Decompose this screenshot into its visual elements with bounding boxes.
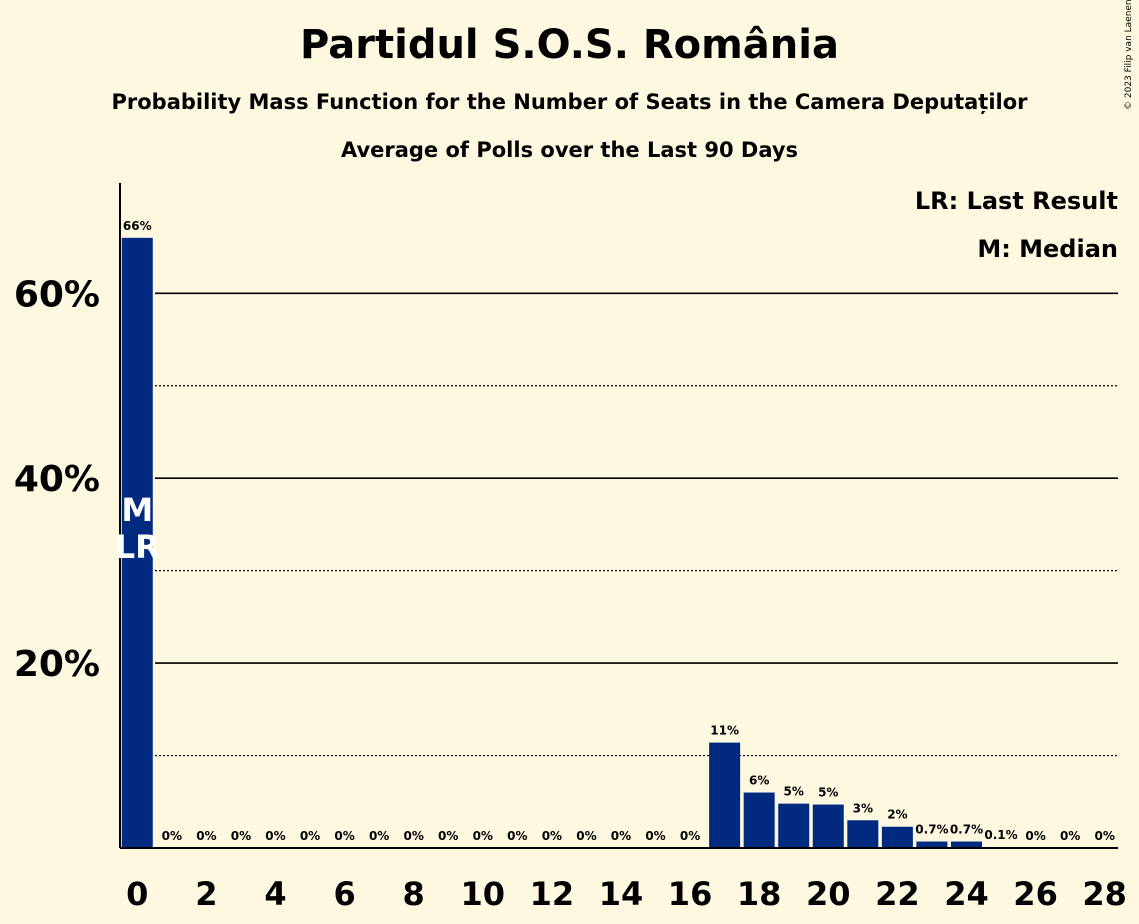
data-label: 2% bbox=[887, 808, 907, 822]
bar-seat-20 bbox=[812, 804, 844, 848]
data-label: 0% bbox=[507, 829, 527, 843]
bar-seat-18 bbox=[743, 792, 775, 848]
data-label: 0% bbox=[680, 829, 700, 843]
data-label: 0.1% bbox=[984, 828, 1017, 842]
x-tick-label: 24 bbox=[944, 875, 989, 913]
x-tick-label: 26 bbox=[1013, 875, 1058, 913]
x-tick-label: 8 bbox=[403, 875, 425, 913]
chart-title: Partidul S.O.S. România bbox=[300, 22, 839, 68]
x-tick-label: 12 bbox=[530, 875, 575, 913]
x-tick-label: 6 bbox=[333, 875, 355, 913]
data-label: 5% bbox=[818, 786, 838, 800]
data-label: 0% bbox=[1025, 829, 1045, 843]
x-tick-label: 0 bbox=[126, 875, 148, 913]
y-tick-label: 60% bbox=[14, 274, 100, 315]
data-label: 0% bbox=[196, 829, 216, 843]
x-tick-label: 28 bbox=[1082, 875, 1127, 913]
data-label: 0% bbox=[611, 829, 631, 843]
bar-seat-19 bbox=[778, 803, 810, 848]
median-marker: M bbox=[121, 491, 153, 529]
x-tick-label: 20 bbox=[806, 875, 851, 913]
chart-subtitle-period: Average of Polls over the Last 90 Days bbox=[340, 138, 799, 162]
bar-seat-17 bbox=[709, 742, 741, 848]
x-tick-label: 14 bbox=[599, 875, 644, 913]
data-label: 0% bbox=[300, 829, 320, 843]
data-label: 0% bbox=[1060, 829, 1080, 843]
data-label: 0% bbox=[576, 829, 596, 843]
bar-seat-24 bbox=[950, 841, 982, 848]
data-label: 0% bbox=[369, 829, 389, 843]
x-tick-label: 2 bbox=[195, 875, 217, 913]
x-tick-label: 18 bbox=[737, 875, 782, 913]
x-tick-label: 4 bbox=[264, 875, 286, 913]
x-tick-label: 10 bbox=[461, 875, 506, 913]
legend-last-result: LR: Last Result bbox=[915, 187, 1118, 215]
data-label: 0% bbox=[438, 829, 458, 843]
x-tick-label: 16 bbox=[668, 875, 713, 913]
y-tick-label: 40% bbox=[14, 459, 100, 500]
data-label: 0% bbox=[403, 829, 423, 843]
bar-seat-0 bbox=[121, 237, 153, 848]
data-label: 0% bbox=[542, 829, 562, 843]
x-tick-label: 22 bbox=[875, 875, 920, 913]
data-label: 6% bbox=[749, 774, 769, 788]
bar-seat-21 bbox=[847, 820, 879, 848]
data-label: 0% bbox=[162, 829, 182, 843]
bar-seat-22 bbox=[881, 826, 913, 848]
data-label: 0% bbox=[1094, 829, 1114, 843]
data-label: 3% bbox=[853, 801, 873, 815]
last-result-marker: LR bbox=[115, 528, 160, 566]
chart-subtitle: Probability Mass Function for the Number… bbox=[111, 90, 1028, 114]
data-label: 66% bbox=[123, 219, 152, 233]
data-label: 0% bbox=[265, 829, 285, 843]
data-label: 11% bbox=[710, 724, 739, 738]
data-label: 0.7% bbox=[950, 823, 983, 837]
data-label: 5% bbox=[784, 785, 804, 799]
legend-median: M: Median bbox=[977, 235, 1118, 263]
bar-seat-23 bbox=[916, 841, 948, 848]
data-label: 0% bbox=[334, 829, 354, 843]
y-tick-label: 20% bbox=[14, 644, 100, 685]
data-label: 0% bbox=[231, 829, 251, 843]
data-label: 0.7% bbox=[915, 823, 948, 837]
data-label: 0% bbox=[645, 829, 665, 843]
data-label: 0% bbox=[473, 829, 493, 843]
